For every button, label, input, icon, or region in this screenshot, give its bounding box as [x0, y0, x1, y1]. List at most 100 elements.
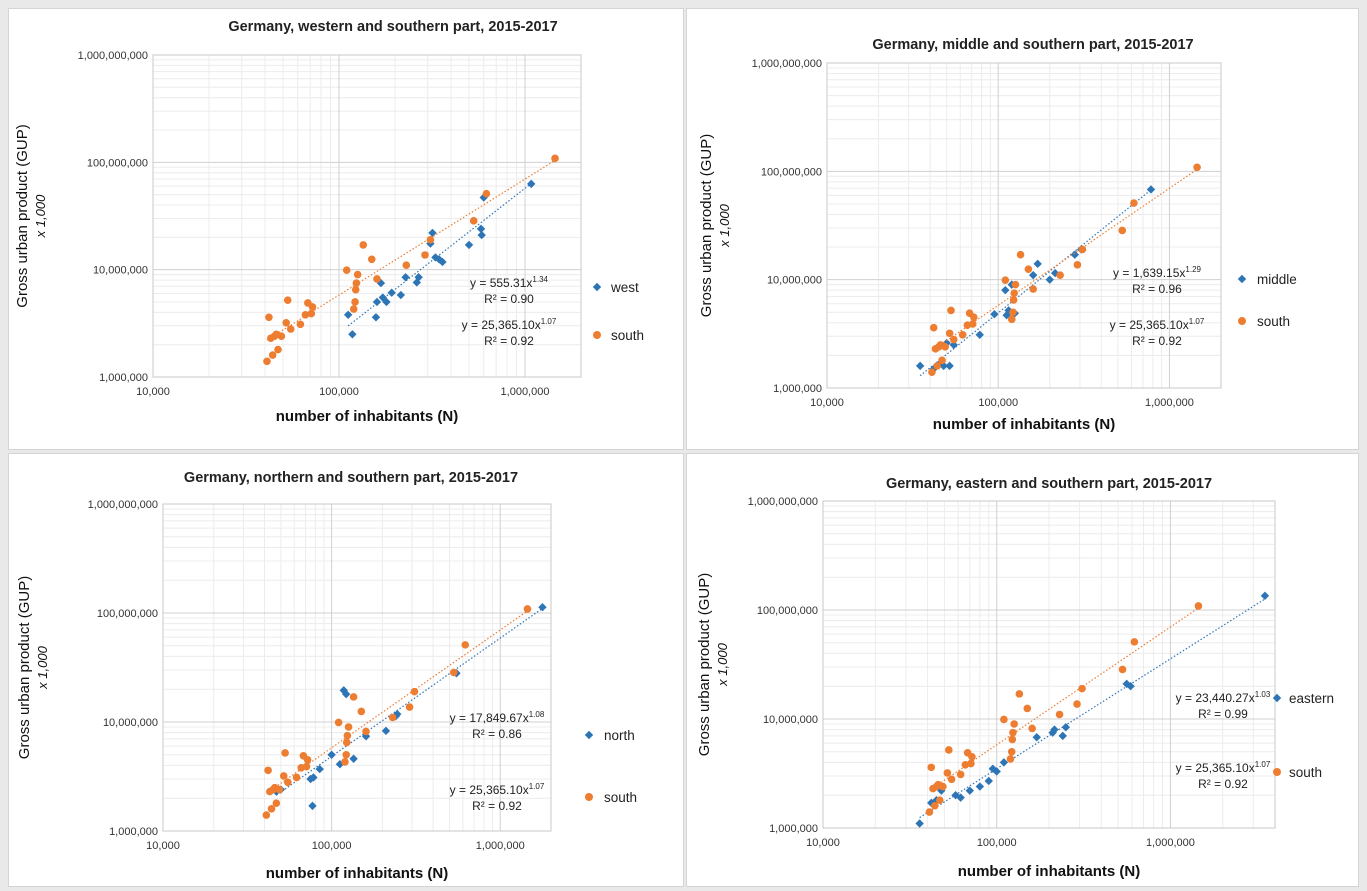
grid — [152, 54, 582, 378]
trend-r-squared: R² = 0.96 — [1132, 282, 1182, 296]
y-tick-label: 1,000,000 — [99, 372, 148, 384]
data-point — [315, 764, 324, 774]
data-point — [949, 335, 958, 344]
x-tick-label: 100,000 — [312, 840, 352, 852]
chart-svg-middle-south: 1,000,000 10,000,000 100,000,000 1,000,000,… — [698, 37, 1297, 433]
chart-panel-west-south: 1,000,000 10,000,000 100,000,000 1,000,000,… — [8, 8, 684, 450]
data-point — [341, 758, 349, 766]
data-point — [1032, 733, 1041, 742]
data-point — [381, 726, 391, 736]
trend-equation: y = 23,440.27x1.03 — [1176, 690, 1271, 705]
series-south — [262, 605, 532, 819]
data-point — [1001, 285, 1010, 295]
plot-area — [822, 500, 1276, 829]
data-point — [464, 240, 474, 250]
data-point — [915, 361, 925, 371]
data-point — [1029, 285, 1037, 293]
data-point — [405, 703, 414, 711]
legend-label: west — [610, 280, 639, 295]
data-point — [1009, 728, 1017, 737]
data-point — [426, 235, 435, 244]
data-point — [1055, 710, 1064, 719]
series-south — [263, 154, 559, 366]
trend-r-squared: R² = 0.92 — [1198, 777, 1248, 791]
x-axis-label: number of inhabitants (N) — [933, 416, 1116, 433]
trend-r-squared: R² = 0.92 — [1132, 334, 1182, 348]
x-tick-label: 10,000 — [136, 386, 170, 398]
chart-panel-north-south: 1,000,000 10,000,000 100,000,000 1,000,000,… — [8, 453, 684, 887]
trendline-south — [929, 607, 1199, 791]
data-point — [387, 288, 396, 297]
plot-area — [162, 503, 552, 832]
grid — [822, 500, 1276, 829]
x-tick-label: 10,000 — [146, 840, 180, 852]
legend-label: eastern — [1289, 691, 1334, 706]
data-point — [401, 273, 410, 282]
data-point — [947, 775, 956, 784]
data-point — [476, 224, 486, 234]
legend-marker — [592, 282, 602, 292]
data-point — [1011, 280, 1020, 289]
data-point — [428, 228, 437, 238]
y-tick-label: 10,000,000 — [763, 714, 818, 726]
legend-label: south — [1257, 314, 1290, 329]
trendline-eastern — [919, 598, 1266, 819]
data-point — [947, 306, 955, 315]
data-point — [327, 750, 336, 760]
y-tick-label: 1,000,000 — [109, 826, 158, 838]
legend-marker — [1273, 768, 1281, 776]
legend-label: south — [604, 790, 637, 805]
data-point — [351, 298, 359, 306]
y-axis-label: Gross urban product (GUP) — [16, 576, 33, 759]
trendline-north — [275, 607, 543, 796]
data-point — [1000, 715, 1008, 724]
trend-equation: y = 25,365.10x1.07 — [462, 317, 557, 332]
chart-svg-east-south: 1,000,000 10,000,000 100,000,000 1,000,000,… — [696, 476, 1334, 880]
data-point — [265, 313, 273, 322]
grid — [162, 503, 552, 832]
data-point — [1033, 259, 1042, 269]
data-point — [308, 303, 317, 311]
data-point — [296, 320, 305, 329]
x-tick-label: 100,000 — [978, 397, 1018, 409]
data-point — [342, 751, 350, 759]
x-tick-label: 1,000,000 — [1145, 397, 1194, 409]
y-tick-label: 1,000,000,000 — [78, 50, 148, 62]
legend-label: north — [604, 728, 635, 743]
series-middle — [915, 185, 1156, 377]
trend-r-squared: R² = 0.92 — [472, 799, 522, 813]
data-point — [945, 746, 953, 754]
data-point — [372, 297, 382, 307]
data-point — [1045, 275, 1054, 284]
data-point — [349, 305, 358, 313]
trend-r-squared: R² = 0.99 — [1198, 707, 1248, 721]
data-point — [343, 731, 352, 740]
series-west — [343, 179, 536, 339]
data-point — [438, 257, 447, 267]
data-point — [307, 309, 316, 318]
data-point — [1118, 665, 1127, 674]
data-point — [388, 713, 397, 722]
data-point — [943, 769, 952, 777]
data-point — [538, 603, 547, 612]
x-axis-label: number of inhabitants (N) — [276, 408, 459, 425]
plot-area — [826, 62, 1222, 389]
y-axis-sublabel: x 1,000 — [33, 194, 48, 238]
data-point — [469, 217, 478, 225]
chart-title: Germany, northern and southern part, 201… — [184, 470, 518, 486]
data-point — [334, 718, 343, 727]
legend-label: middle — [1257, 272, 1297, 287]
data-point — [1016, 250, 1025, 259]
data-point — [275, 785, 284, 794]
data-point — [341, 689, 351, 699]
chart-title: Germany, western and southern part, 2015… — [228, 19, 557, 35]
x-axis-label: number of inhabitants (N) — [958, 863, 1141, 880]
data-point — [968, 320, 977, 328]
data-point — [1023, 704, 1032, 713]
y-tick-label: 10,000,000 — [767, 275, 822, 287]
data-point — [342, 266, 351, 274]
data-point — [286, 325, 295, 333]
data-point — [414, 273, 423, 282]
data-point — [362, 727, 370, 736]
data-point — [461, 641, 470, 649]
